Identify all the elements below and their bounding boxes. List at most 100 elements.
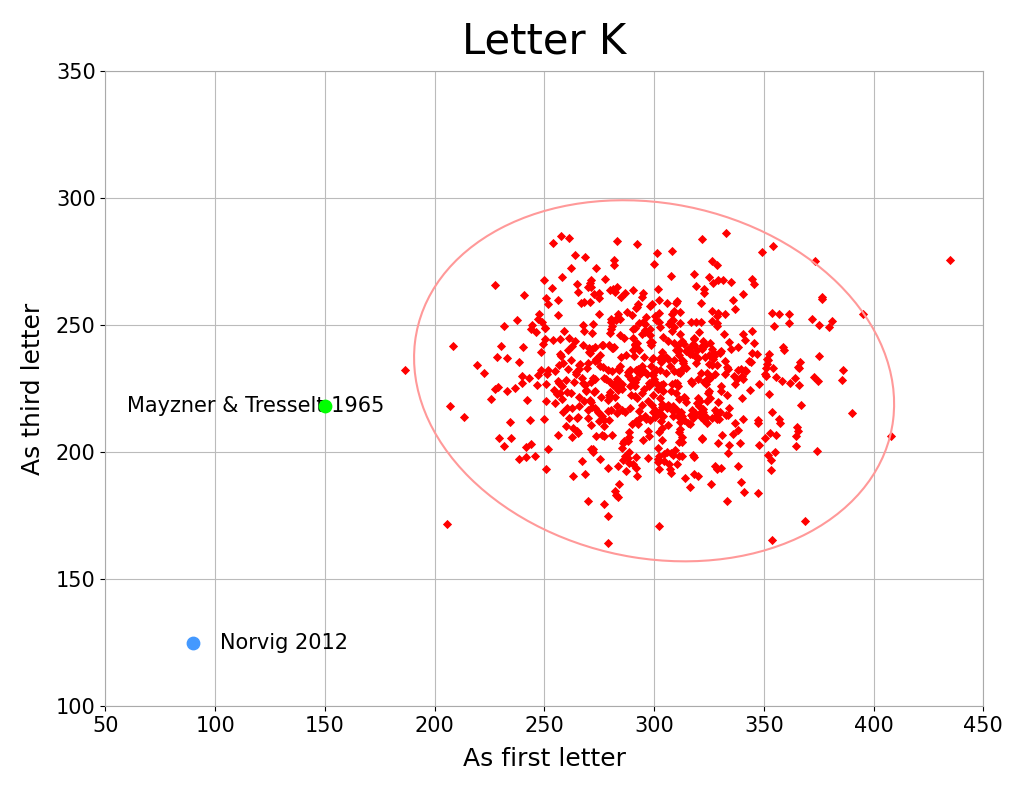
Point: [563, 262, 580, 275]
Point: [603, 313, 620, 326]
Point: [678, 345, 694, 357]
Point: [760, 449, 776, 462]
Point: [602, 375, 618, 388]
Point: [684, 376, 700, 389]
Point: [539, 394, 555, 407]
Point: [710, 274, 726, 287]
Point: [526, 450, 543, 463]
Point: [682, 348, 698, 360]
Point: [603, 319, 620, 332]
Point: [694, 335, 711, 348]
Point: [668, 297, 684, 310]
Point: [553, 230, 569, 243]
Point: [598, 373, 614, 386]
Point: [762, 427, 778, 440]
Point: [804, 313, 820, 326]
Point: [706, 347, 722, 360]
Point: [617, 465, 634, 478]
Point: [768, 371, 784, 383]
Point: [540, 364, 556, 376]
Point: [538, 322, 554, 335]
Point: [577, 468, 593, 481]
Point: [727, 417, 743, 429]
Point: [723, 343, 739, 356]
Point: [710, 409, 726, 421]
Point: [683, 409, 699, 421]
Point: [621, 446, 637, 459]
Point: [733, 362, 750, 375]
Point: [651, 450, 668, 463]
Point: [814, 293, 830, 306]
Point: [775, 344, 792, 356]
Point: [684, 348, 700, 360]
Point: [790, 421, 806, 434]
Point: [733, 370, 750, 383]
Point: [518, 451, 535, 464]
Point: [631, 317, 647, 329]
Point: [636, 364, 652, 377]
Point: [594, 429, 610, 442]
Point: [641, 300, 657, 313]
Point: [610, 380, 627, 393]
Point: [553, 350, 569, 363]
Point: [642, 329, 658, 341]
Point: [645, 352, 662, 364]
Point: [686, 410, 702, 423]
Point: [651, 463, 668, 476]
Point: [611, 329, 628, 341]
X-axis label: As first letter: As first letter: [463, 747, 626, 771]
Point: [551, 377, 567, 390]
Point: [763, 463, 779, 476]
Point: [600, 339, 616, 352]
Point: [700, 358, 717, 371]
Point: [549, 388, 565, 401]
Point: [666, 409, 682, 422]
Point: [652, 408, 669, 421]
Point: [710, 396, 726, 409]
Point: [502, 416, 518, 428]
Point: [655, 409, 672, 422]
Point: [601, 388, 617, 401]
Point: [552, 348, 568, 360]
Point: [644, 335, 660, 348]
Point: [669, 295, 685, 307]
Point: [719, 360, 735, 373]
Point: [647, 310, 664, 322]
Point: [588, 430, 604, 443]
Point: [730, 341, 746, 353]
Point: [659, 297, 676, 310]
Point: [682, 342, 698, 355]
Point: [573, 372, 590, 385]
Point: [586, 287, 602, 300]
Point: [611, 360, 628, 372]
Point: [570, 399, 587, 412]
Point: [571, 363, 588, 375]
Point: [528, 326, 545, 338]
Point: [568, 425, 585, 438]
Text: Mayzner & Tresselt 1965: Mayzner & Tresselt 1965: [127, 396, 385, 417]
Point: [636, 383, 652, 395]
Point: [629, 392, 645, 405]
Point: [602, 404, 618, 417]
Point: [684, 412, 700, 425]
Point: [496, 319, 512, 332]
Point: [653, 398, 670, 410]
Point: [665, 400, 681, 413]
Point: [606, 485, 623, 497]
Point: [651, 352, 668, 365]
Point: [513, 376, 529, 389]
Title: Letter K: Letter K: [462, 21, 627, 63]
Point: [607, 314, 624, 326]
Point: [185, 637, 202, 649]
Point: [613, 403, 630, 416]
Point: [577, 325, 593, 337]
Point: [670, 366, 686, 379]
Point: [609, 307, 626, 320]
Point: [698, 367, 715, 379]
Point: [701, 337, 718, 349]
Point: [532, 364, 549, 376]
Point: [743, 272, 760, 285]
Point: [569, 412, 586, 425]
Point: [606, 341, 623, 353]
Point: [771, 308, 787, 321]
